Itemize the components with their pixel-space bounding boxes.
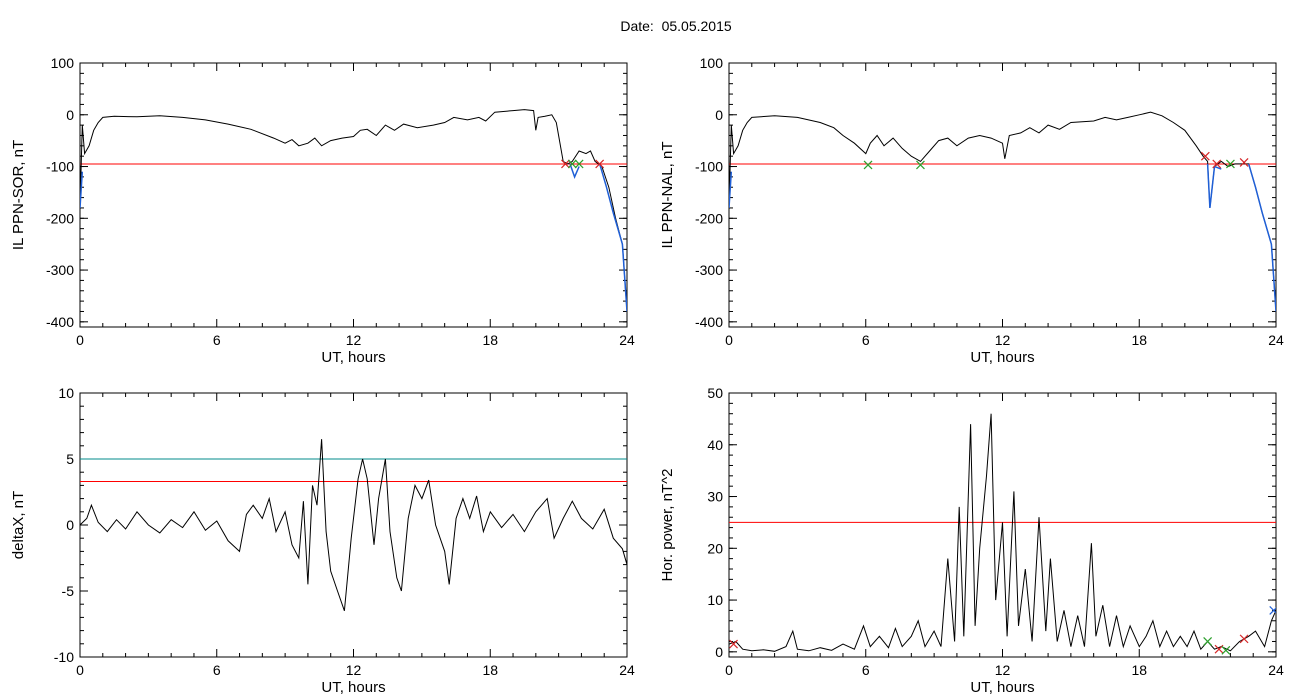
x-tick-label: 24 (1268, 662, 1284, 678)
x-axis-label: UT, hours (321, 679, 385, 696)
highlight-segment (1247, 163, 1276, 312)
y-axis-label: Hor. power, nT^2 (659, 469, 676, 582)
y-tick-label: -400 (46, 314, 74, 330)
chart-panel-deltax: 0 6 12 18 24 -10 -5 0 5 10 UT, hours deltaX, nT (10, 385, 635, 696)
x-tick-label: 0 (725, 662, 733, 678)
y-tick-label: 40 (707, 437, 723, 453)
y-tick-label: 30 (707, 489, 723, 505)
y-axis-label: IL PPN-SOR, nT (10, 140, 27, 250)
y-tick-label: -5 (62, 583, 75, 599)
marker-green (1225, 159, 1235, 169)
x-tick-label: 12 (346, 662, 362, 678)
marker-green (574, 159, 584, 169)
x-tick-label: 6 (213, 662, 221, 678)
plot-frame (79, 392, 628, 658)
highlight-segment (569, 163, 580, 179)
x-tick-label: 0 (76, 332, 84, 348)
plot-area (729, 413, 1276, 655)
y-tick-label: 10 (707, 592, 723, 608)
plot-frame (728, 62, 1277, 328)
x-tick-label: 6 (862, 662, 870, 678)
marker-blue (1269, 605, 1276, 615)
x-tick-label: 24 (1268, 332, 1284, 348)
y-tick-label: 0 (66, 517, 74, 533)
x-axis-label: UT, hours (970, 349, 1034, 366)
chart-panel-nal: 0 6 12 18 24 -400 -300 -200 -100 0 100 UT, hours IL … (659, 55, 1284, 366)
x-tick-label: 12 (995, 332, 1011, 348)
y-tick-label: 50 (707, 385, 723, 401)
x-tick-label: 24 (619, 332, 635, 348)
y-tick-label: 0 (715, 644, 723, 660)
chart-panel-power: 0 6 12 18 24 0 10 20 30 40 50 UT, hours Hor. power, … (659, 385, 1284, 696)
y-axis-label: deltaX, nT (10, 491, 27, 559)
y-tick-label: -100 (46, 159, 74, 175)
x-tick-label: 12 (995, 662, 1011, 678)
series-line (729, 413, 1276, 652)
marker-red (1239, 634, 1249, 644)
page-title: Date: 05.05.2015 (620, 18, 732, 34)
plot-area (80, 109, 627, 312)
y-tick-label: -200 (695, 210, 723, 226)
y-tick-label: -100 (695, 159, 723, 175)
y-tick-label: 5 (66, 451, 74, 467)
y-tick-label: 10 (58, 385, 74, 401)
highlight-segment (1206, 163, 1222, 208)
y-tick-label: -200 (46, 210, 74, 226)
highlight-segment (729, 171, 733, 208)
y-tick-label: -300 (46, 262, 74, 278)
marker-green (1221, 645, 1231, 655)
x-tick-label: 18 (482, 332, 498, 348)
marker-green (1203, 637, 1213, 646)
y-tick-label: 20 (707, 540, 723, 556)
x-axis-label: UT, hours (321, 349, 385, 366)
plot-frame (79, 62, 628, 328)
x-tick-label: 18 (1131, 332, 1147, 348)
x-tick-label: 12 (346, 332, 362, 348)
y-tick-label: -10 (54, 649, 74, 665)
plot-area (729, 111, 1276, 312)
x-tick-label: 6 (213, 332, 221, 348)
marker-red (1200, 151, 1210, 161)
highlight-segment (80, 171, 84, 208)
y-tick-label: 0 (715, 107, 723, 123)
x-tick-label: 18 (1131, 662, 1147, 678)
y-tick-label: 100 (700, 55, 724, 71)
y-tick-label: -300 (695, 262, 723, 278)
y-axis-label: IL PPN-NAL, nT (659, 142, 676, 249)
series-line (729, 111, 1276, 312)
x-tick-label: 0 (76, 662, 84, 678)
y-tick-label: 100 (51, 55, 75, 71)
series-line (80, 109, 627, 312)
x-tick-label: 24 (619, 662, 635, 678)
x-tick-label: 6 (862, 332, 870, 348)
marker-green (567, 159, 577, 169)
series-line (80, 439, 627, 611)
x-tick-label: 0 (725, 332, 733, 348)
marker-green (916, 160, 925, 170)
marker-red (595, 159, 605, 169)
marker-red (729, 639, 738, 649)
marker-red (1239, 157, 1249, 167)
y-tick-label: 0 (66, 107, 74, 123)
marker-red (561, 159, 570, 169)
chart-panel-sor: 0 6 12 18 24 -400 -300 -200 -100 0 100 UT, hours IL … (10, 55, 635, 366)
x-axis-label: UT, hours (970, 679, 1034, 696)
highlight-segment (598, 163, 627, 312)
x-tick-label: 18 (482, 662, 498, 678)
plot-area (80, 439, 627, 611)
marker-red (1212, 159, 1222, 169)
y-tick-label: -400 (695, 314, 723, 330)
marker-green (863, 160, 873, 170)
